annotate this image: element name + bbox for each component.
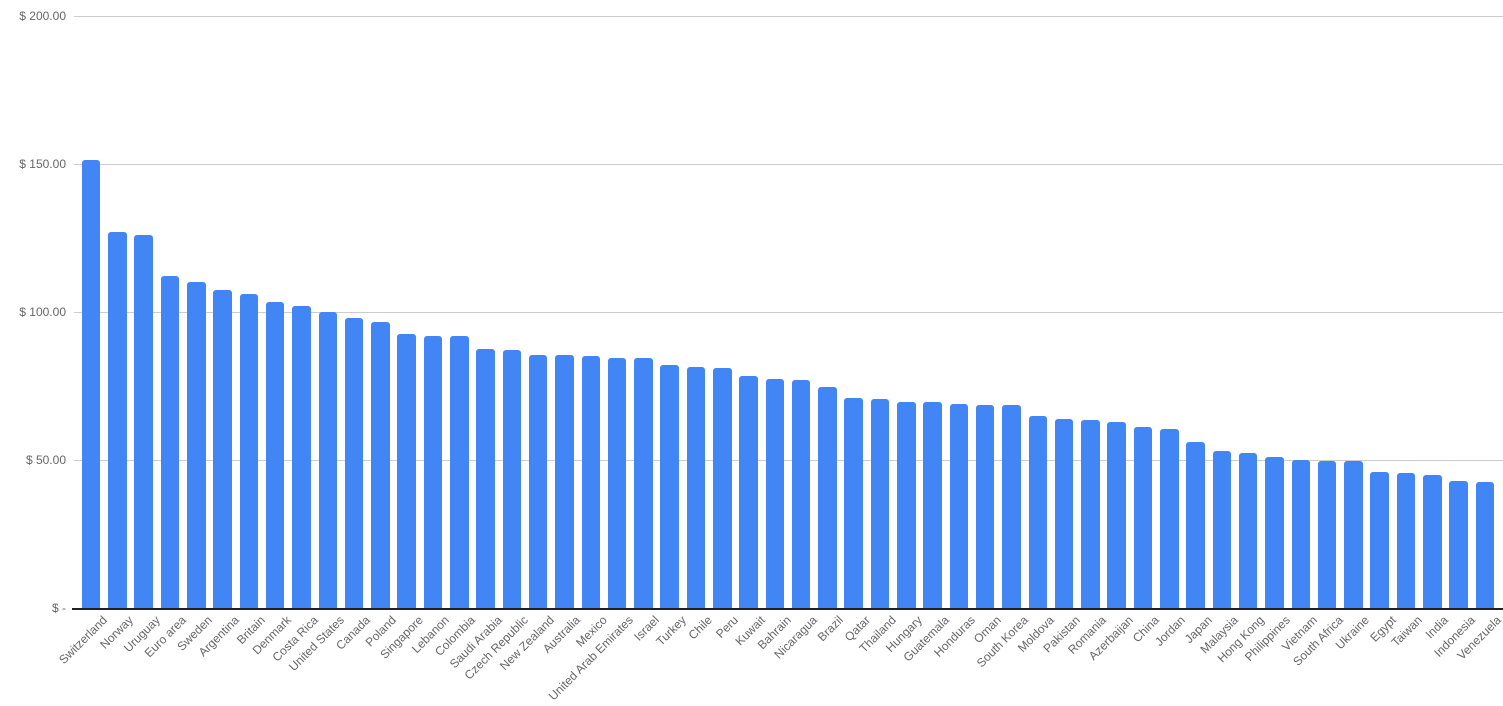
bar-sweden[interactable] — [187, 282, 206, 608]
bar-uruguay[interactable] — [134, 235, 153, 608]
bar-oman[interactable] — [975, 405, 995, 608]
bar-australia[interactable] — [555, 354, 574, 608]
bar-poland[interactable] — [371, 322, 390, 608]
bar-czech-republic[interactable] — [502, 350, 522, 608]
bar-vietnam[interactable] — [1291, 460, 1311, 608]
bar-canada[interactable] — [344, 317, 364, 608]
y-axis-tick-label: $ 200.00 — [19, 9, 66, 23]
gridline-200 — [74, 15, 1503, 17]
gridline-150 — [74, 163, 1503, 165]
bar-taiwan[interactable] — [1396, 473, 1416, 608]
bar-argentina[interactable] — [213, 289, 232, 608]
bar-united-states[interactable] — [318, 312, 338, 608]
bar-ukraine[interactable] — [1344, 461, 1363, 608]
bar-euro-area[interactable] — [160, 276, 180, 608]
bar-moldova[interactable] — [1028, 415, 1048, 608]
bar-new-zealand[interactable] — [528, 354, 548, 608]
bar-turkey[interactable] — [660, 365, 679, 608]
bar-costa-rica[interactable] — [292, 306, 311, 608]
bar-pakistan[interactable] — [1054, 418, 1074, 608]
bar-lebanon[interactable] — [423, 335, 443, 608]
bar-chile[interactable] — [686, 366, 706, 608]
y-axis-tick-label: $ 100.00 — [19, 305, 66, 319]
bar-britain[interactable] — [239, 294, 259, 608]
bar-south-korea[interactable] — [1002, 405, 1021, 608]
bar-denmark[interactable] — [265, 301, 285, 608]
y-axis-tick-label: $ 50.00 — [25, 453, 66, 467]
x-axis-line — [72, 608, 1503, 610]
bar-malaysia[interactable] — [1212, 451, 1232, 608]
bar-hungary[interactable] — [897, 402, 916, 608]
bar-singapore[interactable] — [397, 334, 416, 608]
bar-south-africa[interactable] — [1317, 460, 1337, 608]
bar-thailand[interactable] — [870, 399, 890, 608]
bar-honduras[interactable] — [949, 403, 969, 608]
y-axis-tick-label: $ - — [51, 601, 66, 615]
bar-japan[interactable] — [1186, 442, 1205, 608]
bar-romania[interactable] — [1081, 420, 1100, 608]
bar-jordan[interactable] — [1160, 428, 1179, 608]
bar-bahrain[interactable] — [765, 378, 785, 608]
bar-philippines[interactable] — [1265, 457, 1284, 608]
gridline-100 — [74, 311, 1503, 313]
bar-united-arab-emirates[interactable] — [607, 357, 627, 608]
bar-hong-kong[interactable] — [1238, 452, 1258, 608]
bar-india[interactable] — [1423, 474, 1442, 608]
bar-china[interactable] — [1133, 427, 1153, 608]
bar-norway[interactable] — [108, 232, 127, 608]
bar-egypt[interactable] — [1370, 471, 1389, 608]
bar-israel[interactable] — [634, 357, 653, 608]
bar-colombia[interactable] — [450, 335, 469, 608]
bar-guatemala[interactable] — [923, 402, 942, 608]
bar-switzerland[interactable] — [81, 159, 101, 608]
bar-kuwait[interactable] — [739, 375, 758, 608]
bar-azerbaijan[interactable] — [1107, 421, 1126, 608]
bar-indonesia[interactable] — [1449, 480, 1468, 608]
y-axis-tick-label: $ 150.00 — [19, 157, 66, 171]
bar-saudi-arabia[interactable] — [476, 349, 495, 608]
bar-nicaragua[interactable] — [791, 380, 811, 608]
bar-brazil[interactable] — [818, 387, 837, 608]
gridline-50 — [74, 459, 1503, 461]
bar-venezuela[interactable] — [1475, 482, 1495, 608]
bar-peru[interactable] — [713, 368, 732, 608]
bar-mexico[interactable] — [581, 356, 601, 608]
bar-qatar[interactable] — [844, 397, 863, 608]
